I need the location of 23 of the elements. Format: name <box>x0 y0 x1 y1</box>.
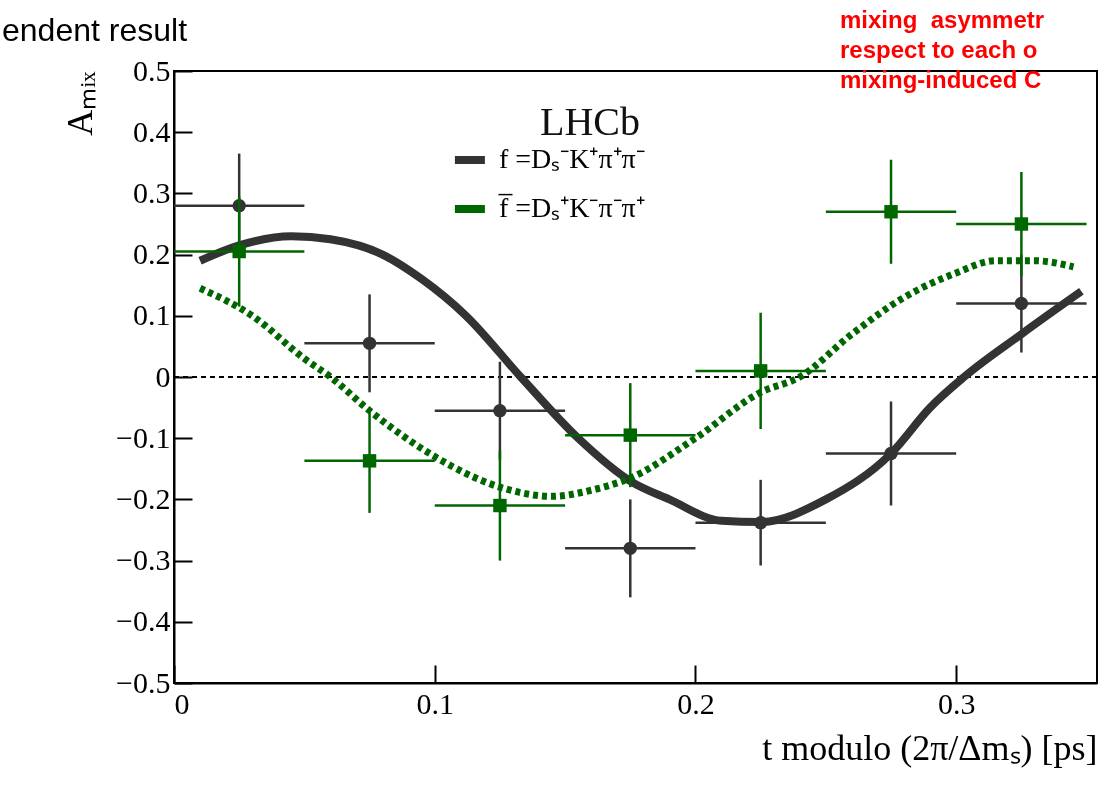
x-axis-title: t modulo (2π/Δmₛ) [ps] <box>762 727 1098 768</box>
text: mixing asymmetr <box>840 6 1045 33</box>
text: endent result <box>2 12 188 48</box>
y-tick-label: −0.3 <box>116 543 171 577</box>
annotation: LHCb <box>540 99 640 144</box>
y-tick-label: 0.3 <box>133 175 171 209</box>
x-tick-label: 0.1 <box>416 686 454 720</box>
y-tick-label: 0.4 <box>133 114 171 148</box>
annotation: mixing-induced C <box>840 66 1042 93</box>
y-tick-label: −0.4 <box>116 604 171 638</box>
y-tick-label: −0.1 <box>116 420 171 454</box>
y-tick-label: 0.1 <box>133 298 171 332</box>
x-tick-label: 0.2 <box>677 686 715 720</box>
y-tick-label: 0.2 <box>133 237 171 271</box>
x-tick-label: 0.3 <box>937 686 976 720</box>
y-tick-label: −0.2 <box>116 481 171 515</box>
y-tick-label: 0 <box>155 359 171 393</box>
legend-label: f̅ =Dₛ⁺K⁻π⁻π⁺ <box>497 192 645 223</box>
y-tick-label: −0.5 <box>116 665 171 699</box>
y-tick-label: 0.5 <box>133 53 171 87</box>
y-axis-title: Aₘᵢₓ <box>60 70 101 136</box>
text: respect to each o <box>840 36 1038 63</box>
legend-label: f =Dₛ⁻K⁺π⁺π⁻ <box>498 143 645 174</box>
